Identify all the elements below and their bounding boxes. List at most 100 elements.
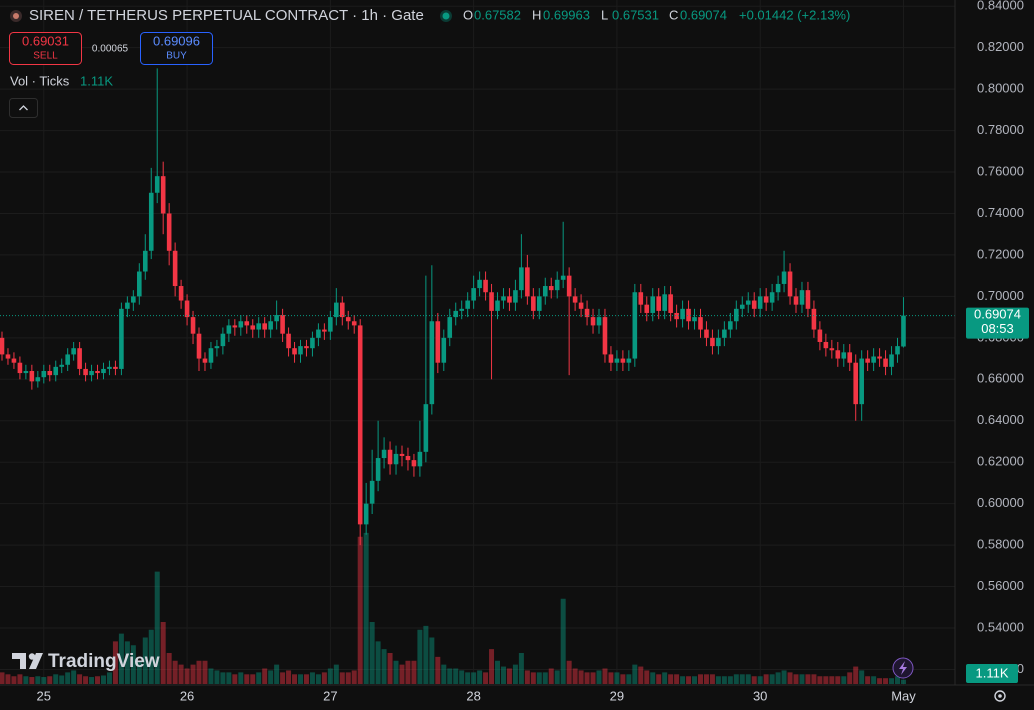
ohlc-value: 0.69963 — [543, 7, 590, 22]
candle-body — [148, 192, 154, 251]
volume-bar — [483, 672, 489, 684]
volume-bar — [393, 660, 399, 684]
y-tick-label: 0.72000 — [977, 246, 1024, 261]
buy-button[interactable]: 0.69096 BUY — [140, 32, 213, 65]
y-tick-label: 0.84000 — [977, 0, 1024, 13]
candle-body — [11, 358, 17, 363]
volume-bar — [900, 679, 906, 684]
volume-bar — [853, 666, 859, 684]
settings-button[interactable] — [994, 690, 1006, 702]
x-tick-label: 27 — [323, 688, 337, 703]
volume-bar — [441, 664, 447, 684]
candle-body — [841, 352, 847, 359]
volume-bar — [883, 678, 889, 684]
candle-body — [519, 267, 524, 291]
countdown-label: 08:53 — [981, 321, 1014, 336]
volume-bar — [17, 674, 23, 684]
candle-body — [89, 370, 94, 376]
volume-bar — [59, 675, 65, 684]
buy-price[interactable]: 0.69096 — [153, 33, 200, 48]
volume-bar — [554, 670, 560, 684]
volume-bar — [500, 666, 506, 684]
y-tick-label: 0.58000 — [977, 537, 1024, 552]
volume-bar — [124, 641, 130, 684]
candle-body — [59, 364, 64, 367]
volume-bar — [757, 676, 763, 684]
volume-bar — [626, 674, 632, 684]
candle-body — [375, 458, 381, 481]
y-tick-label: 0.62000 — [977, 454, 1024, 469]
candle-body — [895, 346, 900, 355]
candle-body — [453, 310, 459, 318]
candle-body — [799, 290, 805, 305]
volume-bar — [130, 645, 136, 684]
volume-bar — [847, 672, 853, 684]
volume-bar — [560, 598, 566, 684]
candle-body — [429, 321, 435, 405]
collapse-button[interactable] — [9, 98, 38, 118]
volume-bar — [303, 674, 309, 684]
candle-body — [680, 308, 685, 320]
ohlc-key: C — [669, 7, 678, 22]
volume-bar — [871, 676, 877, 684]
volume-bar — [411, 660, 417, 684]
candle-body — [244, 321, 250, 326]
candle-body — [542, 286, 548, 297]
candle-body — [781, 271, 787, 284]
volume-bar — [417, 629, 423, 684]
volume-bar — [733, 674, 739, 684]
sell-box[interactable] — [9, 32, 82, 65]
buy-label[interactable]: BUY — [166, 51, 187, 62]
candle-body — [417, 451, 423, 467]
volume-bar — [608, 672, 614, 684]
buy-box[interactable] — [140, 32, 213, 65]
candle-body — [596, 317, 602, 326]
volume-bar — [327, 668, 333, 684]
volume-bar — [244, 674, 250, 684]
candle-body — [590, 317, 596, 326]
candle-body — [339, 302, 345, 318]
volume-bar — [686, 676, 692, 684]
volume-bar — [106, 672, 112, 684]
volume-bar — [429, 637, 435, 684]
sell-price[interactable]: 0.69031 — [22, 33, 69, 48]
volume-bar — [859, 670, 865, 684]
sell-label[interactable]: SELL — [33, 51, 58, 62]
volume-bar — [190, 664, 196, 684]
candle-body — [572, 296, 578, 303]
volume-bar — [100, 675, 106, 684]
settings-icon[interactable] — [998, 694, 1002, 698]
alert-icon[interactable] — [899, 661, 907, 675]
volume-bar — [506, 668, 512, 684]
volume-bar — [680, 676, 686, 684]
volume-bar — [286, 670, 292, 684]
candle-body — [877, 356, 882, 359]
candle-body — [363, 503, 369, 525]
sell-button[interactable]: 0.69031 SELL — [9, 32, 82, 65]
candle-body — [644, 304, 650, 313]
candle-body — [256, 323, 262, 330]
candle-body — [53, 366, 59, 376]
volume-bar — [280, 672, 286, 684]
volume-bar — [745, 674, 751, 684]
volume-tag — [966, 664, 1018, 683]
candle-body — [692, 317, 697, 322]
volume-bar — [590, 672, 596, 684]
candle-body — [178, 286, 184, 301]
candle-body — [614, 358, 620, 363]
settings-icon[interactable] — [994, 690, 1006, 702]
candle-body — [513, 290, 518, 303]
price-axis: 0.520000.540000.560000.580000.600000.620… — [977, 0, 1024, 676]
candle-body — [835, 350, 841, 359]
volume-bar — [5, 674, 11, 684]
candle-body — [268, 321, 273, 330]
candle-body — [805, 290, 811, 309]
collapse-icon[interactable] — [19, 105, 28, 111]
volume-bar — [65, 672, 71, 684]
candle-body — [101, 368, 106, 374]
volume-bar — [333, 664, 339, 684]
volume-bar — [309, 672, 315, 684]
volume-bar — [763, 674, 769, 684]
volume-bar — [769, 674, 775, 684]
volume-bar — [877, 678, 883, 684]
